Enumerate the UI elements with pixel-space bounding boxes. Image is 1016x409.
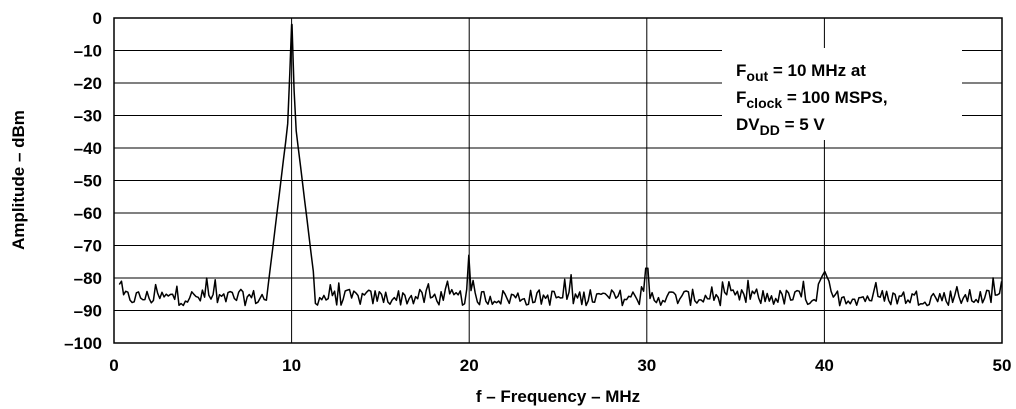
plot-frame [113,17,1003,344]
grid [114,18,1002,343]
y-tick-label: –40 [74,139,102,158]
x-tick-label: 20 [460,356,479,375]
y-tick-label: –10 [74,42,102,61]
y-tick-label: –30 [74,107,102,126]
y-tick-label: –80 [74,269,102,288]
x-tick-label: 30 [637,356,656,375]
y-axis-title: Amplitude – dBm [9,110,28,250]
annotation-line-3: DVDD = 5 V [736,115,825,138]
y-tick-labels: 0 –10 –20 –30 –40 –50 –60 –70 –80 –90 –100 [64,9,102,353]
y-tick-label: –100 [64,334,102,353]
x-axis-title: f – Frequency – MHz [476,387,640,406]
spectrum-trace [118,23,1003,307]
x-tick-label: 40 [815,356,834,375]
y-tick-label: –60 [74,204,102,223]
y-tick-label: –50 [74,172,102,191]
x-tick-label: 10 [282,356,301,375]
x-tick-labels: 0 10 20 30 40 50 [109,356,1011,375]
y-tick-label: –20 [74,74,102,93]
x-tick-label: 50 [993,356,1012,375]
y-tick-label: –70 [74,237,102,256]
y-tick-label: 0 [93,9,102,28]
annotation-box: Fout = 10 MHz at Fclock = 100 MSPS, DVDD… [722,48,962,140]
annotation-line-1: Fout = 10 MHz at [736,61,866,84]
x-tick-label: 0 [109,356,118,375]
annotation-line-2: Fclock = 100 MSPS, [736,88,888,111]
annotation-background [722,48,962,140]
y-tick-label: –90 [74,302,102,321]
